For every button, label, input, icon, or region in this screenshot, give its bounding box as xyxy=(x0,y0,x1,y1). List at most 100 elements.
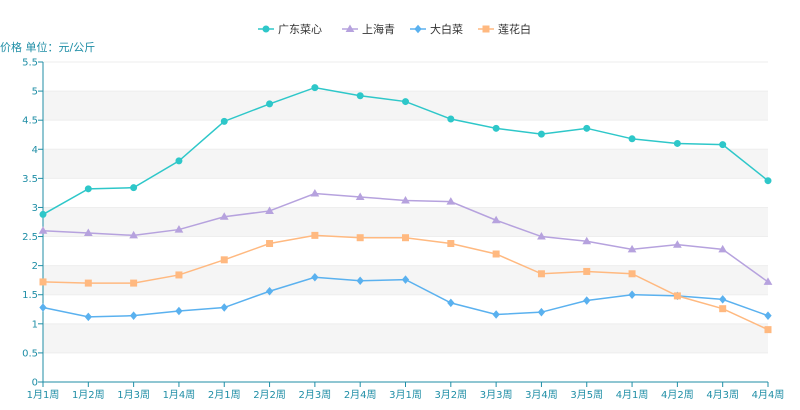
data-point[interactable] xyxy=(84,185,92,193)
legend-item[interactable]: 大白菜 xyxy=(410,22,463,36)
y-tick-label: 2 xyxy=(32,261,38,272)
x-tick-label: 3月4周 xyxy=(525,389,558,401)
data-point[interactable] xyxy=(220,117,228,125)
data-point[interactable] xyxy=(673,292,681,300)
data-point[interactable] xyxy=(582,236,592,245)
x-tick-label: 1月1周 xyxy=(27,389,60,401)
data-point[interactable] xyxy=(537,307,546,317)
data-point[interactable] xyxy=(265,206,274,214)
data-point[interactable] xyxy=(266,100,274,108)
x-tick-label: 1月3周 xyxy=(117,389,150,401)
x-tick-label: 3月3周 xyxy=(480,389,513,401)
data-point[interactable] xyxy=(447,298,455,308)
data-point[interactable] xyxy=(355,192,365,200)
data-point[interactable] xyxy=(628,135,636,143)
data-point[interactable] xyxy=(763,277,773,285)
series-triangle xyxy=(38,188,773,285)
data-point[interactable] xyxy=(628,290,636,299)
data-point[interactable] xyxy=(673,240,682,248)
grid-band xyxy=(43,207,768,237)
data-point[interactable] xyxy=(310,188,320,197)
data-point[interactable] xyxy=(311,231,319,239)
data-point[interactable] xyxy=(402,234,409,242)
legend-item[interactable]: 广东菜心 xyxy=(258,23,322,36)
x-tick-label: 4月2周 xyxy=(661,389,694,401)
data-point[interactable] xyxy=(129,311,138,320)
data-point[interactable] xyxy=(220,303,228,312)
y-tick-label: 4 xyxy=(32,145,38,156)
legend-label: 上海青 xyxy=(362,22,395,36)
data-point[interactable] xyxy=(311,273,319,282)
data-point[interactable] xyxy=(38,226,48,234)
data-point[interactable] xyxy=(130,184,138,192)
data-point[interactable] xyxy=(719,141,727,149)
data-point[interactable] xyxy=(83,228,93,237)
data-point[interactable] xyxy=(130,279,138,287)
data-point[interactable] xyxy=(492,310,500,319)
data-point[interactable] xyxy=(174,225,184,233)
data-point[interactable] xyxy=(719,295,727,304)
x-tick-label: 1月4周 xyxy=(163,389,196,401)
data-point[interactable] xyxy=(356,276,364,286)
data-point[interactable] xyxy=(446,197,456,205)
data-point[interactable] xyxy=(39,278,47,286)
data-point[interactable] xyxy=(492,250,500,258)
data-point[interactable] xyxy=(537,130,545,138)
data-point[interactable] xyxy=(492,124,500,132)
grid-band xyxy=(43,91,768,121)
data-point[interactable] xyxy=(627,244,637,253)
x-tick-label: 3月5周 xyxy=(570,389,603,401)
data-point[interactable] xyxy=(84,312,92,322)
data-point[interactable] xyxy=(583,296,591,305)
data-point[interactable] xyxy=(718,244,728,253)
data-point[interactable] xyxy=(356,234,364,242)
data-point[interactable] xyxy=(84,279,92,287)
data-point[interactable] xyxy=(537,232,546,240)
legend-marker[interactable] xyxy=(414,24,422,34)
x-tick-label: 4月3周 xyxy=(706,389,739,401)
data-point[interactable] xyxy=(219,212,229,220)
grid-band xyxy=(43,323,768,353)
data-point[interactable] xyxy=(220,256,228,264)
x-tick-label: 1月2周 xyxy=(72,389,105,401)
series-diamond xyxy=(39,273,772,322)
series-circle xyxy=(39,84,772,218)
data-point[interactable] xyxy=(265,286,274,296)
legend-marker[interactable] xyxy=(262,25,270,33)
data-point[interactable] xyxy=(764,326,772,334)
data-point[interactable] xyxy=(583,267,591,275)
data-point[interactable] xyxy=(764,177,772,185)
data-point[interactable] xyxy=(628,270,636,278)
data-point[interactable] xyxy=(764,311,772,320)
data-point[interactable] xyxy=(129,230,138,239)
data-point[interactable] xyxy=(402,98,409,106)
data-point[interactable] xyxy=(537,270,545,278)
x-tick-label: 3月2周 xyxy=(434,389,467,401)
legend-label: 广东菜心 xyxy=(278,23,322,36)
data-point[interactable] xyxy=(39,210,47,218)
data-point[interactable] xyxy=(356,92,364,100)
data-point[interactable] xyxy=(583,124,591,132)
x-tick-label: 2月4周 xyxy=(344,389,377,401)
data-point[interactable] xyxy=(39,303,47,312)
legend-item[interactable]: 上海青 xyxy=(342,22,395,36)
data-point[interactable] xyxy=(311,84,319,92)
legend-item[interactable]: 莲花白 xyxy=(478,22,531,36)
data-point[interactable] xyxy=(401,195,410,204)
legend-marker[interactable] xyxy=(345,24,355,32)
data-point[interactable] xyxy=(401,275,410,284)
data-point[interactable] xyxy=(447,240,455,248)
data-point[interactable] xyxy=(447,115,455,123)
data-point[interactable] xyxy=(175,306,183,316)
x-tick-label: 2月2周 xyxy=(253,389,286,401)
data-point[interactable] xyxy=(719,305,727,313)
grid-band xyxy=(43,149,768,179)
data-point[interactable] xyxy=(266,240,274,248)
data-point[interactable] xyxy=(673,139,681,147)
data-point[interactable] xyxy=(491,215,501,224)
y-tick-label: 0 xyxy=(32,378,38,389)
data-point[interactable] xyxy=(175,157,183,165)
data-point[interactable] xyxy=(175,271,183,279)
legend-marker[interactable] xyxy=(482,25,490,33)
